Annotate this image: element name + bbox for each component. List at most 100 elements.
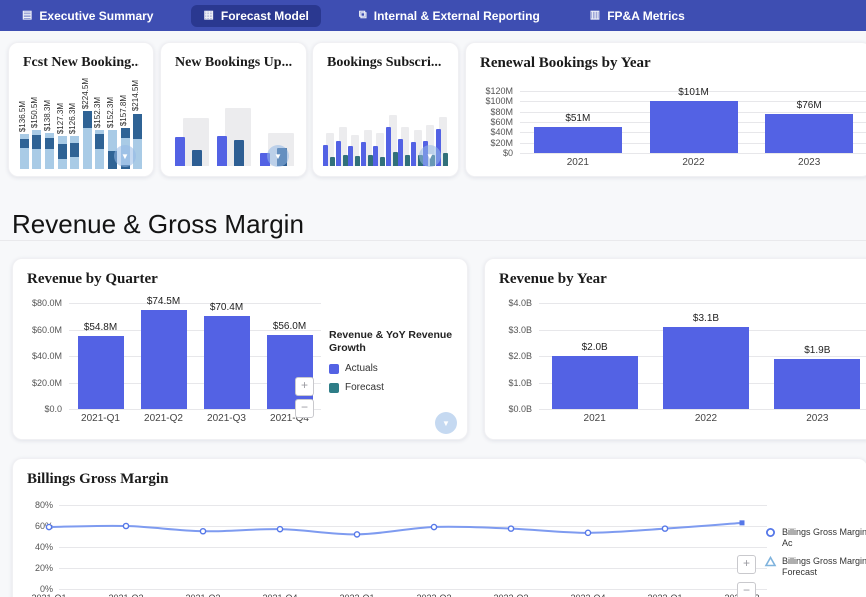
zoom-in-button[interactable]: + [737,555,756,574]
y-axis-tick: $100M [485,96,513,107]
zoom-out-button[interactable]: − [737,582,756,597]
renewal-bookings-chart[interactable]: $120M $100M $80M $60M $40M $20M $0 $51M 2021 $101… [472,86,866,171]
thumb-bar [32,130,42,169]
y-axis-tick: $20M [490,137,513,148]
x-axis-tick: 2022-Q2 [396,593,472,597]
y-axis-tick: $0 [502,148,513,158]
legend-item-forecast[interactable]: Forecast [329,382,459,395]
bar-segment [70,136,80,143]
x-axis-tick: 2023 [806,413,829,424]
x-axis-tick: 2021-Q4 [242,593,318,597]
card-renewal-bookings-by-year[interactable]: Renewal Bookings by Year $120M $100M $80M $… [465,42,866,177]
line-point-marker [199,527,207,535]
gridline [69,356,321,357]
bar-segment [19,133,29,140]
revenue-by-year-chart[interactable]: $4.0B $3.0B $2.0B $1.0B $0.0B $2.0B 2021 $3.1B 2… [493,295,866,431]
thumb-bar [373,145,378,166]
legend-swatch [329,364,339,375]
legend-swatch [329,382,339,393]
billings-gross-margin-chart[interactable]: 80%60%40%20%0%2021-Q12021-Q22021-Q32021-… [25,497,767,597]
bar[interactable] [663,326,749,409]
legend-item-actuals[interactable]: Actuals [329,363,459,376]
filter-watermark-icon[interactable]: ▼ [114,145,136,167]
tab-label: Forecast Model [220,8,309,23]
bar-value-label: $74.5M [146,296,181,308]
filter-watermark-icon[interactable]: ▼ [435,412,457,434]
card-bookings-subscription[interactable]: Bookings Subscri... ▼ [312,42,459,177]
bar-value-label: $1.9B [804,344,831,356]
revenue-by-quarter-chart[interactable]: $80.0M $60.0M $40.0M $20.0M $0.0 $54.8M 2021-Q… [25,295,321,431]
x-axis-tick: 2022 [682,157,705,168]
bar[interactable] [203,315,250,409]
bar-value-label: $2.0B [581,342,608,353]
thumb-bar [108,129,117,169]
x-axis-tick: 2022-Q1 [319,593,395,597]
report-copy-icon: ⧉ [358,9,367,21]
tab-forecast-model[interactable]: ▦ Forecast Model [191,4,321,27]
card-title: Renewal Bookings by Year [480,55,651,71]
x-axis-tick: 2021-Q1 [11,593,87,597]
card-fcst-new-bookings[interactable]: Fcst New Booking... $136.5M $150.5M $138.3… [8,42,154,177]
y-axis-tick: 0% [39,584,53,594]
y-axis-tick: $0.0B [508,404,532,414]
y-axis-tick: 80% [34,500,53,510]
section-title: Revenue & Gross Margin [12,209,304,240]
thumb-bar [348,145,353,166]
card-title: Revenue by Year [499,271,607,287]
bar-value-label: $101M [678,86,709,98]
bar[interactable] [774,358,861,409]
legend-item-forecast[interactable]: Billings Gross Margin Forecast [764,555,866,579]
forecast-chart-icon: ▦ [203,9,214,21]
tab-executive-summary[interactable]: ▤ Executive Summary [10,5,165,27]
top-navbar: ▤ Executive Summary ▦ Forecast Model ⧉ Intern… [0,0,866,31]
gridline [69,329,321,331]
tab-fp-a-metrics[interactable]: ▥ FP&A Metrics [578,5,697,27]
circle-marker-icon [766,528,775,537]
card-title: Billings Gross Margin [27,471,169,487]
bar-segment [82,111,92,129]
bar[interactable] [140,310,187,409]
thumb-bar [19,133,29,169]
bar-segment [32,134,42,149]
thumb-bar [175,136,185,166]
bar-segment [45,133,54,138]
background-bar [438,116,447,166]
legend-label: Billings Gross Margin Forecast [782,555,866,577]
y-axis-tick: $80.0M [31,298,62,308]
y-axis-tick: 40% [34,542,53,552]
y-axis-tick: $3.0B [508,324,532,335]
line-point-marker [430,523,438,531]
zoom-out-button[interactable]: − [295,399,314,418]
y-axis-tick: $0.0 [44,404,62,414]
card-revenue-by-year[interactable]: Revenue by Year $4.0B $3.0B $2.0B $1.0B $0.0… [484,258,866,440]
filter-watermark-icon[interactable]: ▼ [267,145,289,167]
thumb-bar [442,152,448,166]
filter-watermark-icon[interactable]: ▼ [419,145,441,167]
x-axis-tick: 2022-Q4 [550,593,626,597]
bar[interactable] [533,126,622,153]
bar-value-label: $126.3M [68,103,78,135]
bar[interactable] [266,334,313,409]
bar[interactable] [765,113,854,153]
bar-value-label: $127.3M [55,102,65,135]
thumb-bar [385,127,391,166]
card-billings-gross-margin[interactable]: Billings Gross Margin 80%60%40%20%0%2021… [12,458,866,597]
bar[interactable] [649,100,738,153]
thumb-bar [234,140,244,166]
bar-segment [45,137,54,150]
bar-segment [19,139,29,148]
zoom-in-button[interactable]: + [295,377,314,396]
tab-internal-external-reporting[interactable]: ⧉ Internal & External Reporting [347,5,552,27]
bar[interactable] [77,336,124,409]
thumb-bar [192,149,202,166]
card-title: Revenue by Quarter [27,271,158,287]
card-new-bookings-uplift[interactable]: New Bookings Up... ▼ [160,42,307,177]
x-axis-tick: 2021-Q3 [207,413,246,424]
legend-item-actuals[interactable]: Billings Gross Margin Ac [765,527,866,550]
bar[interactable] [551,356,638,409]
background-bar [338,126,347,166]
card-revenue-by-quarter[interactable]: Revenue by Quarter $80.0M $60.0M $40.0M $20… [12,258,468,440]
tab-label: FP&A Metrics [607,8,685,23]
thumb-bar [335,141,341,166]
gridline [520,91,866,92]
